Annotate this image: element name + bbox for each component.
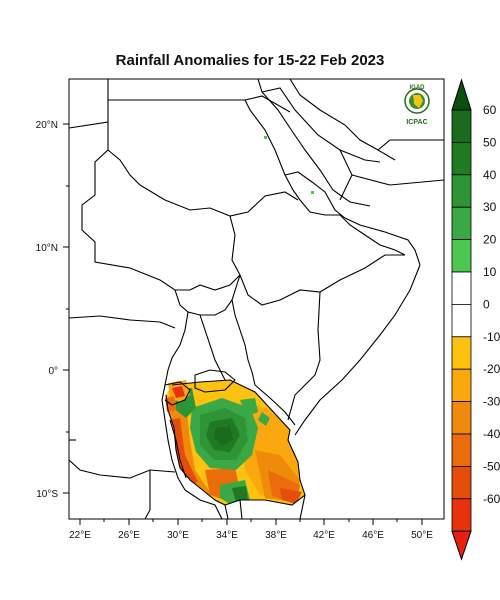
colorbar-band (451, 433, 472, 467)
lon-tick-label: 26°E (118, 530, 140, 541)
colorbar-bottom-arrow (451, 530, 472, 561)
lon-tick-label: 46°E (362, 530, 384, 541)
longitude-labels: 22°E 26°E 30°E 34°E 38°E 42°E 46°E 50°E (69, 530, 433, 541)
colorbar-label: 10 (483, 265, 497, 279)
colorbar-band (451, 206, 472, 240)
colorbar-label: 60 (483, 103, 497, 117)
colorbar-band (451, 303, 472, 338)
lon-tick-label: 50°E (411, 530, 433, 541)
lat-tick-label: 0° (48, 366, 58, 377)
colorbar-label: 30 (483, 200, 497, 214)
colorbar-band (451, 336, 472, 370)
country-borders (69, 79, 444, 519)
colorbar-label: 40 (483, 168, 497, 182)
colorbar-label: -30 (483, 395, 500, 409)
igad-icpac-logo: IGAD ICPAC (404, 85, 430, 126)
lat-tick-label: 20°N (36, 120, 58, 131)
lon-tick-label: 30°E (167, 530, 189, 541)
lon-tick-label: 38°E (265, 530, 287, 541)
colorbar-band (451, 368, 472, 403)
colorbar-band (451, 174, 472, 208)
map-title: Rainfall Anomalies for 15-22 Feb 2023 (115, 52, 385, 69)
colorbar-band (451, 271, 472, 305)
axis-ticks (63, 123, 423, 525)
lon-tick-label: 34°E (216, 530, 238, 541)
colorbar-top-arrow (451, 78, 472, 111)
logo-top-text: IGAD (410, 85, 426, 91)
colorbar-label: -10 (483, 330, 500, 344)
colorbar-band (451, 498, 472, 532)
colorbar-band (451, 109, 472, 143)
logo-bottom-text: ICPAC (406, 119, 427, 126)
lon-tick-label: 22°E (69, 530, 91, 541)
lat-tick-label: 10°N (36, 243, 58, 254)
lon-tick-label: 42°E (313, 530, 335, 541)
colorbar-band (451, 239, 472, 273)
colorbar-label: -60 (483, 492, 500, 506)
lat-tick-label: 10°S (36, 489, 58, 500)
colorbar: 60 50 40 30 20 10 0 -10 -20 -30 -40 -50 -60 (451, 78, 500, 561)
colorbar-label: -50 (483, 459, 500, 473)
colorbar-band (451, 465, 472, 500)
colorbar-band (451, 141, 472, 176)
latitude-labels: 20°N 10°N 0° 10°S (36, 120, 59, 500)
colorbar-label: -20 (483, 362, 500, 376)
colorbar-label: -40 (483, 427, 500, 441)
colorbar-label: 50 (483, 135, 497, 149)
colorbar-band (451, 401, 472, 435)
colorbar-label: 20 (483, 233, 497, 247)
colorbar-label: 0 (483, 297, 490, 311)
